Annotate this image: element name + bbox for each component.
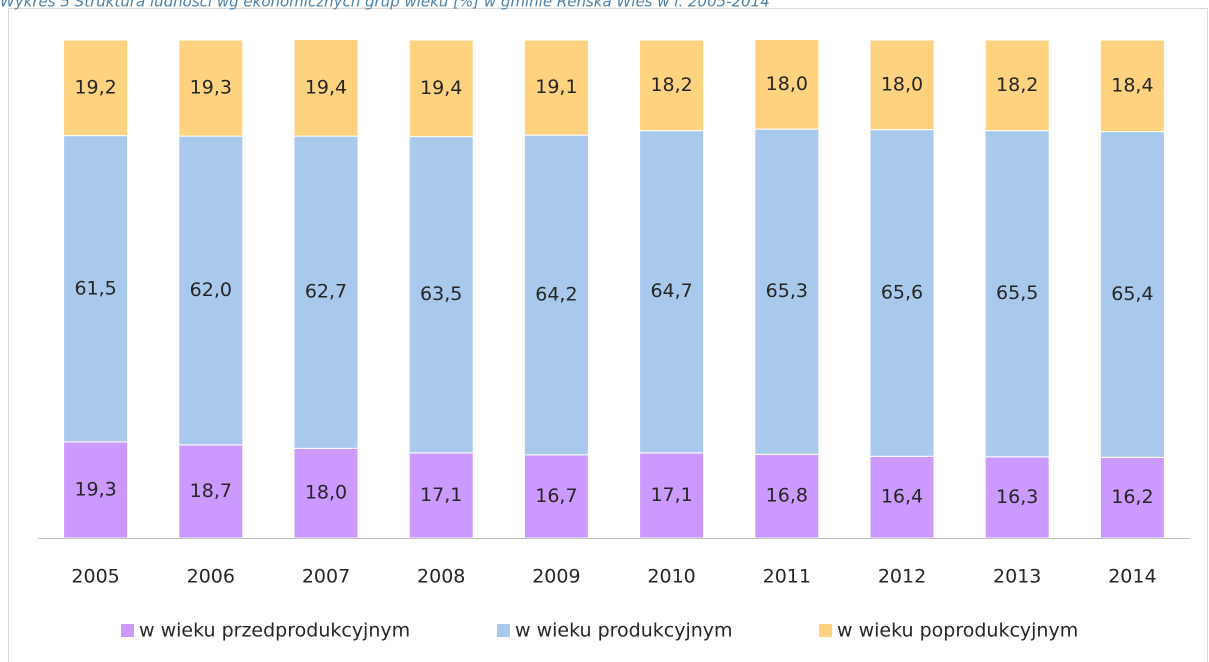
data-label: 18,0 [881, 73, 923, 95]
data-label: 19,3 [74, 478, 116, 500]
data-label: 18,2 [650, 74, 692, 96]
x-tick-label: 2006 [187, 566, 235, 588]
x-tick-label: 2005 [71, 566, 119, 588]
data-label: 19,4 [420, 77, 462, 99]
bar-segment [869, 455, 935, 539]
bar-segment [408, 136, 474, 454]
data-label: 16,3 [996, 486, 1038, 508]
data-label: 17,1 [420, 484, 462, 506]
bar-segment [1099, 39, 1165, 133]
data-label: 65,4 [1111, 283, 1153, 305]
data-label: 18,4 [1111, 74, 1153, 96]
data-label: 17,1 [650, 484, 692, 506]
data-label: 65,3 [766, 280, 808, 302]
bar-segment [523, 39, 589, 136]
data-label: 16,8 [766, 485, 808, 507]
legend-swatch [497, 624, 510, 637]
data-label: 18,7 [190, 480, 232, 502]
data-label: 64,7 [650, 280, 692, 302]
bar-segment [984, 39, 1050, 132]
x-tick-label: 2013 [993, 566, 1041, 588]
bar-segment [63, 441, 129, 539]
data-label: 16,7 [535, 485, 577, 507]
data-label: 62,0 [190, 279, 232, 301]
data-label: 63,5 [420, 283, 462, 305]
legend-swatch [121, 624, 134, 637]
bar-segment [178, 135, 244, 446]
data-label: 65,6 [881, 281, 923, 303]
bar-segment [63, 39, 129, 137]
x-tick-label: 2011 [763, 566, 811, 588]
x-tick-label: 2007 [302, 566, 350, 588]
bar-segment [754, 453, 820, 539]
chart-title: Wykres 5 Struktura ludności wg ekonomicz… [0, 0, 770, 11]
bar-segment [293, 447, 359, 539]
data-label: 19,1 [535, 76, 577, 98]
legend-label: w wieku poprodukcyjnym [837, 620, 1078, 642]
data-label: 19,2 [74, 76, 116, 98]
data-label: 18,2 [996, 74, 1038, 96]
x-tick-label: 2010 [647, 566, 695, 588]
legend-label: w wieku przedprodukcyjnym [139, 620, 410, 642]
data-label: 65,5 [996, 282, 1038, 304]
bar-segment [178, 444, 244, 539]
bar-segment [408, 39, 474, 138]
bar-segment [293, 135, 359, 449]
data-label: 61,5 [74, 277, 116, 299]
bar-segment [984, 130, 1050, 458]
bar-segment [523, 134, 589, 456]
bar-segment [639, 130, 705, 454]
bar-segment [984, 456, 1050, 539]
bar-segment [178, 39, 244, 137]
data-label: 16,2 [1111, 486, 1153, 508]
x-tick-label: 2014 [1108, 566, 1156, 588]
legend-swatch [819, 624, 832, 637]
data-label: 64,2 [535, 283, 577, 305]
legend-label: w wieku produkcyjnym [515, 620, 733, 642]
data-label: 62,7 [305, 281, 347, 303]
data-label: 16,4 [881, 486, 923, 508]
data-label: 18,0 [766, 73, 808, 95]
bar-segment [639, 39, 705, 132]
x-tick-label: 2008 [417, 566, 465, 588]
bar-segment [293, 39, 359, 137]
bar-segment [63, 135, 129, 443]
data-label: 18,0 [305, 482, 347, 504]
bar-segment [869, 39, 935, 131]
x-tick-label: 2009 [532, 566, 580, 588]
x-tick-label: 2012 [878, 566, 926, 588]
data-label: 19,4 [305, 76, 347, 98]
data-label: 19,3 [190, 77, 232, 99]
bar-segment [754, 128, 820, 455]
bar-segment [1099, 456, 1165, 539]
bar-segment [639, 452, 705, 539]
bar-segment [754, 39, 820, 130]
